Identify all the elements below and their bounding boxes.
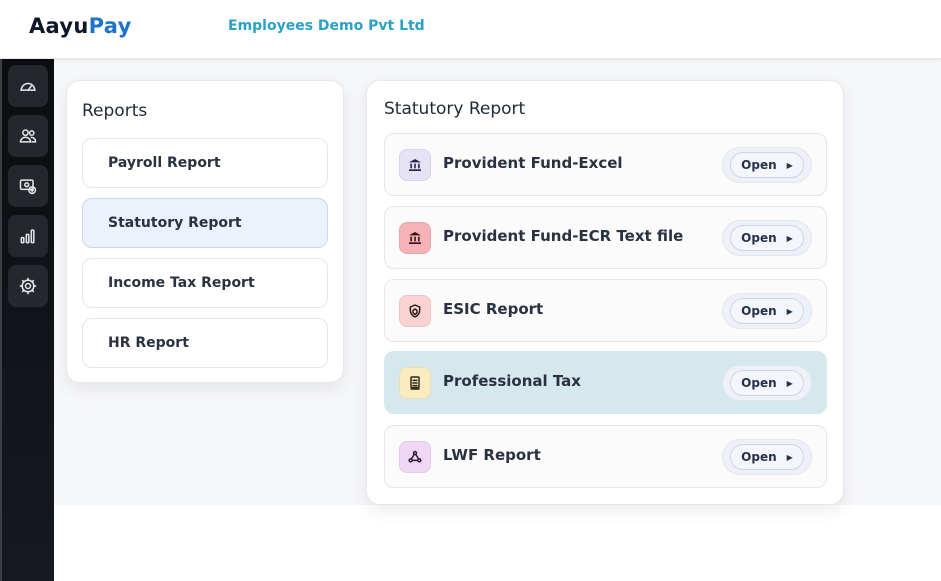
statutory-item-pf-ecr[interactable]: Provident Fund-ECR Text file Open ▶	[384, 206, 827, 269]
receipt-icon	[399, 367, 431, 399]
gear-icon	[19, 277, 37, 295]
sidebar-item-reports[interactable]	[8, 215, 48, 257]
play-arrow-icon: ▶	[786, 233, 793, 243]
statutory-item-label: LWF Report	[443, 446, 541, 464]
open-button[interactable]: Open ▶	[730, 444, 804, 470]
bar-chart-icon	[20, 229, 35, 244]
open-button-wrapper: Open ▶	[722, 147, 812, 183]
open-button-label: Open	[741, 376, 777, 390]
reports-item-hr[interactable]: HR Report	[82, 318, 328, 368]
users-icon	[19, 129, 37, 143]
reports-card: Reports Payroll Report Statutory Report …	[66, 80, 344, 383]
sidebar-item-settings[interactable]	[8, 265, 48, 307]
open-button-wrapper: Open ▶	[722, 365, 812, 401]
shield-icon	[399, 295, 431, 327]
speedometer-icon	[20, 82, 36, 91]
open-button[interactable]: Open ▶	[730, 225, 804, 251]
reports-item-income-tax[interactable]: Income Tax Report	[82, 258, 328, 308]
money-icon	[19, 179, 37, 195]
logo-text-primary: Aayu	[29, 14, 89, 38]
statutory-item-label: ESIC Report	[443, 300, 544, 318]
play-arrow-icon: ▶	[786, 452, 793, 462]
open-button-label: Open	[741, 450, 777, 464]
open-button[interactable]: Open ▶	[730, 298, 804, 324]
reports-item-label: Income Tax Report	[108, 275, 255, 291]
company-name: Employees Demo Pvt Ltd	[228, 18, 425, 34]
network-icon	[399, 441, 431, 473]
open-button-label: Open	[741, 231, 777, 245]
reports-item-label: HR Report	[108, 335, 189, 351]
statutory-item-pf-excel[interactable]: Provident Fund-Excel Open ▶	[384, 133, 827, 196]
reports-item-payroll[interactable]: Payroll Report	[82, 138, 328, 188]
open-button-wrapper: Open ▶	[722, 439, 812, 475]
logo-text-accent: Pay	[88, 14, 132, 38]
play-arrow-icon: ▶	[786, 378, 793, 388]
bank-icon	[399, 222, 431, 254]
statutory-item-label: Professional Tax	[443, 372, 581, 390]
open-button-wrapper: Open ▶	[722, 293, 812, 329]
sidebar-item-employees[interactable]	[8, 115, 48, 157]
play-arrow-icon: ▶	[786, 160, 793, 170]
statutory-item-esic[interactable]: ESIC Report Open ▶	[384, 279, 827, 342]
reports-item-statutory[interactable]: Statutory Report	[82, 198, 328, 248]
top-bar: AayuPay Employees Demo Pvt Ltd	[0, 0, 941, 59]
reports-item-label: Payroll Report	[108, 155, 221, 171]
play-arrow-icon: ▶	[786, 306, 793, 316]
open-button-wrapper: Open ▶	[722, 220, 812, 256]
bank-icon	[399, 149, 431, 181]
statutory-item-professional-tax[interactable]: Professional Tax Open ▶	[384, 351, 827, 414]
statutory-card-title: Statutory Report	[384, 99, 526, 119]
reports-item-label: Statutory Report	[108, 215, 242, 231]
sidebar	[0, 59, 54, 581]
statutory-report-card: Statutory Report Provident Fund-Excel Op…	[366, 80, 844, 505]
statutory-item-lwf[interactable]: LWF Report Open ▶	[384, 425, 827, 488]
sidebar-item-payroll[interactable]	[8, 165, 48, 207]
statutory-item-label: Provident Fund-ECR Text file	[443, 227, 684, 245]
reports-card-title: Reports	[82, 101, 148, 121]
app-logo[interactable]: AayuPay	[29, 14, 132, 38]
statutory-item-label: Provident Fund-Excel	[443, 154, 623, 172]
open-button[interactable]: Open ▶	[730, 152, 804, 178]
open-button[interactable]: Open ▶	[730, 370, 804, 396]
sidebar-item-dashboard[interactable]	[8, 65, 48, 107]
open-button-label: Open	[741, 304, 777, 318]
open-button-label: Open	[741, 158, 777, 172]
